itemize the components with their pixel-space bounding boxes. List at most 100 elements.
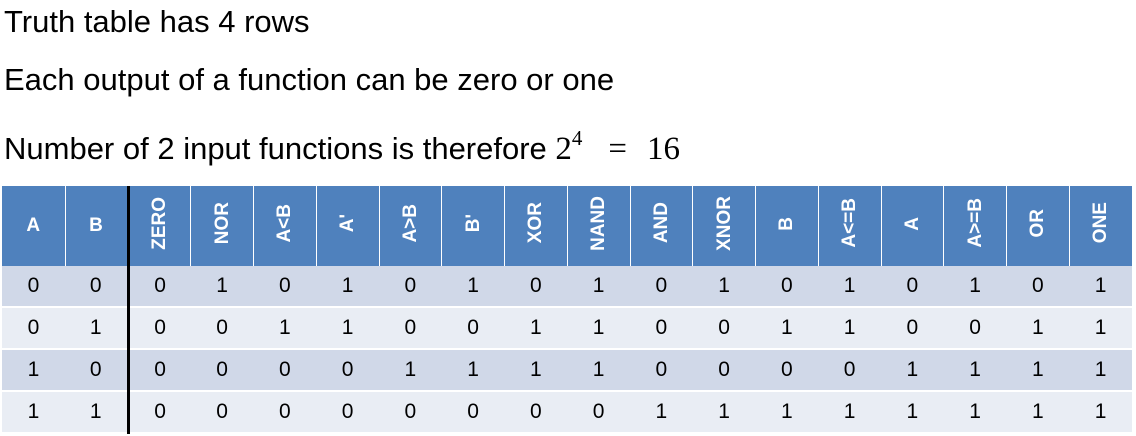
header-a: A <box>881 186 945 266</box>
table-cell: 0 <box>316 391 379 434</box>
table-cell: 0 <box>379 266 442 308</box>
table-cell: 1 <box>881 349 944 392</box>
table-cell: 1 <box>1069 307 1132 350</box>
table-row: 0 1 0 0 1 1 0 0 1 1 0 0 1 1 0 0 1 1 <box>2 307 1132 350</box>
table-cell: 0 <box>755 349 819 392</box>
table-cell: 1 <box>692 391 756 434</box>
table-cell: 1 <box>379 349 442 392</box>
table-cell: 0 <box>504 391 568 434</box>
header-b: B <box>755 186 819 266</box>
table-cell: 0 <box>190 391 254 434</box>
table-cell: 0 <box>504 266 568 308</box>
table-cell: 0 <box>190 307 254 350</box>
table-cell: 0 <box>253 391 317 434</box>
table-cell: 0 <box>65 349 128 392</box>
table-row: 0 0 0 1 0 1 0 1 0 1 0 1 0 1 0 1 0 1 <box>2 266 1132 308</box>
table-cell: 1 <box>2 391 65 434</box>
table-cell: 0 <box>630 307 693 350</box>
table-cell: 1 <box>943 266 1007 308</box>
table-cell: 1 <box>1069 391 1132 434</box>
header-not-b: B' <box>441 186 505 266</box>
table-cell: 0 <box>316 349 379 392</box>
header-xor: XOR <box>504 186 568 266</box>
table-cell: 0 <box>253 349 317 392</box>
table-cell: 1 <box>881 391 944 434</box>
table-cell: 1 <box>1006 349 1070 392</box>
header-a-greater-equal-b: A>=B <box>943 186 1007 266</box>
table-cell: 0 <box>65 266 128 308</box>
table-row: 1 0 0 0 0 0 1 1 1 1 0 0 0 0 1 1 1 1 <box>2 349 1132 392</box>
table-cell: 1 <box>1006 307 1070 350</box>
table-cell: 1 <box>692 266 756 308</box>
text-line-output-values: Each output of a function can be zero or… <box>4 62 615 97</box>
table-cell: 1 <box>316 266 379 308</box>
text-line-function-count: Number of 2 input functions is therefore… <box>4 120 680 169</box>
table-cell: 1 <box>567 307 630 350</box>
table-cell: 1 <box>316 307 379 350</box>
table-row: 1 1 0 0 0 0 0 0 0 0 1 1 1 1 1 1 1 1 <box>2 391 1132 434</box>
function-count-result: 16 <box>647 131 681 167</box>
header-a-less-equal-b: A<=B <box>818 186 882 266</box>
table-cell: 0 <box>692 307 756 350</box>
header-a-less-b: A<B <box>253 186 317 266</box>
table-cell: 0 <box>441 391 505 434</box>
header-row: A B ZERO NOR A<B A' A>B B' XOR NAND AND … <box>2 186 1132 266</box>
table-cell: 1 <box>943 349 1007 392</box>
table-cell: 1 <box>755 307 819 350</box>
table-cell: 1 <box>755 391 819 434</box>
table-cell: 1 <box>2 349 65 392</box>
truth-table: A B ZERO NOR A<B A' A>B B' XOR NAND AND … <box>2 186 1132 434</box>
header-zero: ZERO <box>126 186 192 266</box>
table-cell: 0 <box>379 391 442 434</box>
power-expression: 24 = 16 <box>555 126 681 167</box>
table-cell: 1 <box>1069 266 1132 308</box>
table-cell: 1 <box>1069 349 1132 392</box>
header-or: OR <box>1006 186 1070 266</box>
table-cell: 1 <box>441 349 505 392</box>
table-cell: 1 <box>65 391 128 434</box>
text-line-row-count: Truth table has 4 rows <box>4 4 310 39</box>
table-cell: 0 <box>441 307 505 350</box>
table-cell: 0 <box>692 349 756 392</box>
table-cell: 0 <box>881 266 944 308</box>
table-cell: 0 <box>2 266 65 308</box>
table-cell: 0 <box>126 391 191 434</box>
table-cell: 0 <box>818 349 881 392</box>
power-base: 2 <box>555 131 572 167</box>
header-and: AND <box>630 186 694 266</box>
table-cell: 1 <box>190 266 254 308</box>
table-cell: 1 <box>818 391 881 434</box>
table-cell: 0 <box>126 266 191 308</box>
header-nor: NOR <box>190 186 254 266</box>
table-cell: 0 <box>2 307 65 350</box>
equals-sign: = <box>608 131 628 167</box>
table-cell: 1 <box>504 349 568 392</box>
header-not-a: A' <box>316 186 380 266</box>
table-cell: 1 <box>441 266 505 308</box>
table-cell: 1 <box>567 266 630 308</box>
header-a-greater-b: A>B <box>379 186 443 266</box>
table-cell: 0 <box>1006 266 1070 308</box>
header-input-b: B <box>65 186 129 266</box>
table-cell: 1 <box>65 307 128 350</box>
header-input-a: A <box>2 186 66 266</box>
table-cell: 1 <box>818 307 881 350</box>
header-nand: NAND <box>567 186 631 266</box>
table-cell: 0 <box>253 266 317 308</box>
power-exponent: 4 <box>571 126 583 150</box>
header-one: ONE <box>1069 186 1132 266</box>
header-xnor: XNOR <box>692 186 756 266</box>
table-cell: 0 <box>943 307 1007 350</box>
table-cell: 1 <box>567 349 630 392</box>
table-cell: 1 <box>630 391 693 434</box>
table-cell: 0 <box>126 349 191 392</box>
table-cell: 1 <box>1006 391 1070 434</box>
table-cell: 0 <box>630 266 693 308</box>
table-cell: 0 <box>190 349 254 392</box>
table-cell: 0 <box>379 307 442 350</box>
table-cell: 0 <box>630 349 693 392</box>
table-cell: 0 <box>755 266 819 308</box>
table-cell: 1 <box>253 307 317 350</box>
table-cell: 1 <box>943 391 1007 434</box>
table-cell: 0 <box>567 391 630 434</box>
